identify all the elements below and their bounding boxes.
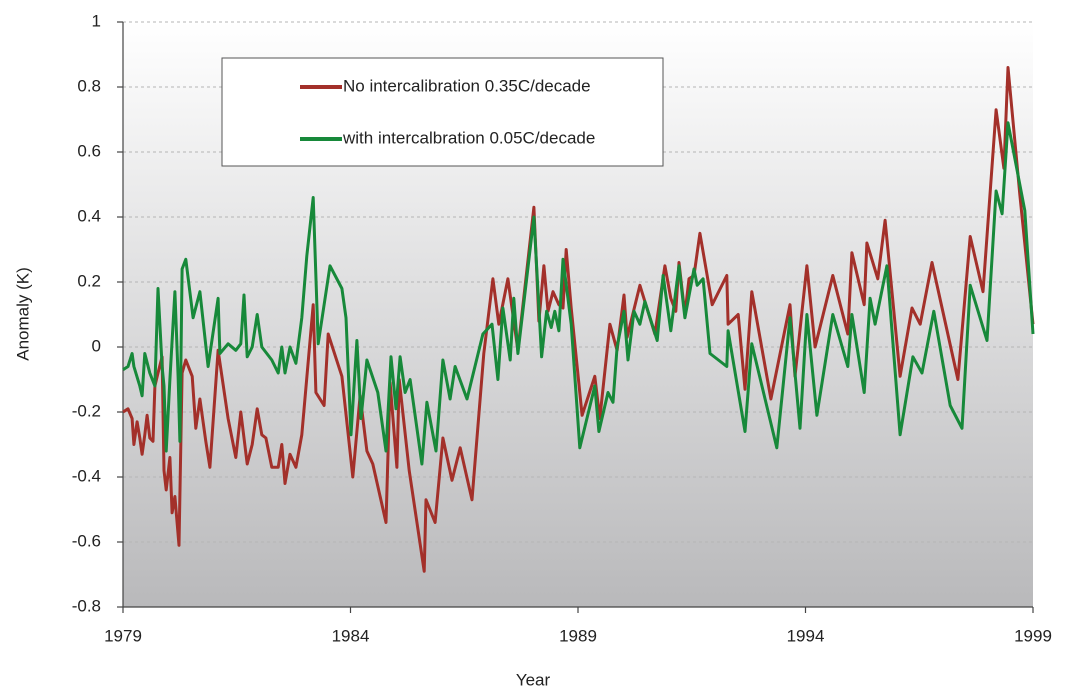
legend-box	[221, 57, 664, 167]
y-tick-label: 0.8	[77, 76, 101, 95]
x-tick-label: 1999	[1014, 626, 1052, 645]
legend-label: with intercalbration 0.05C/decade	[342, 128, 595, 147]
y-tick-label: -0.8	[72, 596, 101, 615]
legend-label: No intercalibration 0.35C/decade	[343, 76, 591, 95]
legend: No intercalibration 0.35C/decade with int…	[221, 57, 664, 167]
y-tick-label: 0.4	[77, 206, 101, 225]
y-tick-label: 1	[92, 11, 101, 30]
x-axis-title: Year	[516, 670, 551, 689]
x-tick-label: 1984	[332, 626, 370, 645]
series-line	[122, 66, 1035, 573]
y-tick-label: 0	[92, 336, 101, 355]
series-line	[122, 121, 1035, 466]
y-tick-label: 0.6	[77, 141, 101, 160]
y-tick-label: -0.6	[72, 531, 101, 550]
y-tick-label: 0.2	[77, 271, 101, 290]
x-tick-label: 1989	[559, 626, 597, 645]
y-tick-label: -0.2	[72, 401, 101, 420]
y-axis-title: Anomaly (K)	[13, 267, 32, 361]
y-tick-label: -0.4	[72, 466, 101, 485]
x-tick-label: 1979	[104, 626, 142, 645]
x-tick-label: 1994	[787, 626, 825, 645]
